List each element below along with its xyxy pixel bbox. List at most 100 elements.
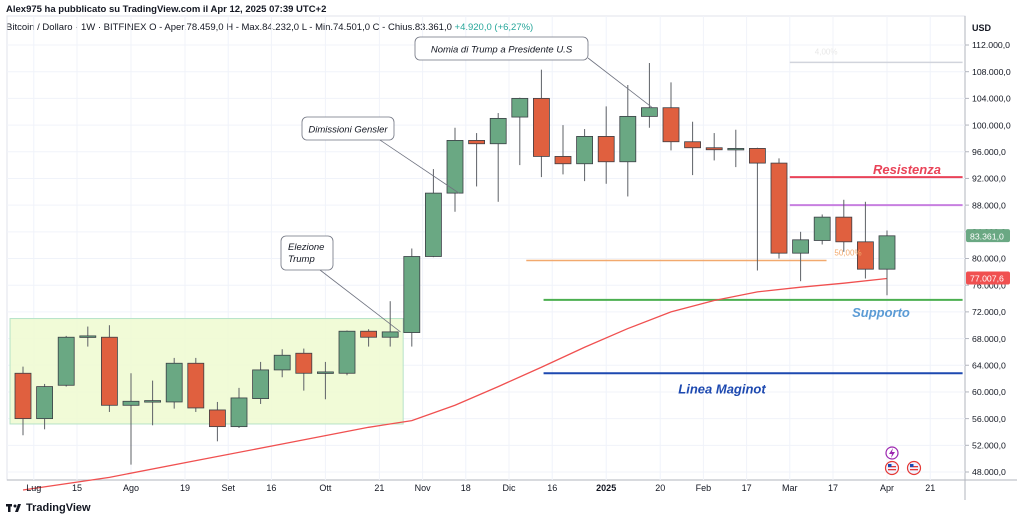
candle-body bbox=[749, 148, 766, 164]
tradingview-logo-icon bbox=[6, 504, 21, 512]
x-tick-label: 21 bbox=[374, 483, 384, 493]
us-flag-stripe-icon bbox=[888, 469, 896, 471]
candle-body bbox=[122, 400, 140, 406]
y-tick-label: 52.000,0 bbox=[972, 441, 1006, 451]
candle-body bbox=[597, 136, 615, 163]
callout-text: Nomia di Trump a Presidente U.S bbox=[431, 45, 573, 56]
x-tick-label: Nov bbox=[415, 483, 432, 493]
x-tick-label: 2025 bbox=[596, 483, 616, 493]
candle-body bbox=[316, 371, 334, 374]
candle-body bbox=[57, 336, 75, 386]
us-flag-icon bbox=[884, 460, 900, 476]
callout-pointer bbox=[379, 139, 460, 194]
footer-brand[interactable]: TradingView bbox=[6, 502, 91, 514]
consolidation-zone bbox=[9, 318, 404, 425]
candle-body bbox=[619, 115, 637, 163]
candle-body bbox=[576, 136, 593, 165]
callout-pointer bbox=[587, 57, 653, 109]
us-flag-icon bbox=[906, 460, 922, 476]
support-label: Supporto bbox=[852, 305, 910, 320]
candle-body bbox=[360, 330, 378, 338]
symbol-ohlc-line: Bitcoin / Dollaro · 1W · BITFINEX O - Ap… bbox=[6, 22, 533, 33]
candle-body bbox=[489, 117, 507, 145]
lightning-glyph-icon bbox=[889, 448, 895, 458]
x-tick-label: Apr bbox=[880, 483, 894, 493]
last-price-badge bbox=[966, 229, 1010, 243]
candle-body bbox=[403, 256, 421, 333]
candle-body bbox=[230, 397, 248, 428]
us-flag-canton-icon bbox=[910, 464, 914, 467]
y-tick-label: 100.000,0 bbox=[972, 120, 1011, 130]
ma-price-label: 77.007,6 bbox=[970, 274, 1004, 284]
callout-text: Trump bbox=[288, 254, 315, 265]
x-tick-label: Ott bbox=[319, 483, 332, 493]
us-flag-canton-icon bbox=[888, 464, 892, 467]
fib-label: 50,00% bbox=[834, 249, 861, 258]
candle-body bbox=[641, 107, 658, 117]
faint-level-label: 4,00% bbox=[815, 47, 838, 56]
candle-body bbox=[554, 156, 572, 165]
x-tick-label: Lug bbox=[26, 483, 41, 493]
candle-body bbox=[36, 386, 53, 420]
candle-body bbox=[101, 336, 118, 406]
us-flag-stripe-icon bbox=[888, 466, 896, 468]
ohlc-open: O - Aper.78.459,0 bbox=[149, 22, 224, 33]
ohlc-low: L - Min.74.501,0 bbox=[301, 22, 371, 33]
callout-box bbox=[414, 36, 589, 61]
tradingview-brand: TradingView bbox=[26, 502, 91, 514]
y-tick-label: 112.000,0 bbox=[972, 40, 1010, 50]
candle-body bbox=[338, 330, 356, 374]
y-tick-label: 72.000,0 bbox=[972, 307, 1006, 317]
maginot-label: Linea Maginot bbox=[678, 381, 766, 396]
y-tick-label: 96.000,0 bbox=[972, 147, 1006, 157]
y-tick-label: 60.000,0 bbox=[972, 387, 1006, 397]
candle-body bbox=[727, 148, 745, 151]
us-flag-stripe-icon bbox=[910, 469, 918, 471]
y-tick-label: 64.000,0 bbox=[972, 360, 1006, 370]
price-change: +4.920,0 (+6,27%) bbox=[454, 22, 534, 33]
callout-box bbox=[301, 116, 395, 141]
y-tick-label: 76.000,0 bbox=[972, 280, 1006, 290]
candle-body bbox=[662, 107, 680, 143]
x-tick-label: Feb bbox=[696, 483, 712, 493]
x-tick-label: 21 bbox=[925, 483, 935, 493]
candle-body bbox=[770, 162, 788, 254]
ma-price-badge bbox=[966, 271, 1010, 285]
candle-body bbox=[446, 140, 464, 194]
y-tick-label: 104.000,0 bbox=[972, 94, 1011, 104]
callout-text: Dimissioni Gensler bbox=[308, 125, 388, 136]
candle-body bbox=[835, 216, 853, 243]
x-tick-label: Mar bbox=[782, 483, 798, 493]
x-tick-label: Set bbox=[221, 483, 235, 493]
y-tick-label: 88.000,0 bbox=[972, 200, 1006, 210]
candle-body bbox=[208, 409, 226, 428]
candle-body bbox=[187, 362, 205, 409]
x-tick-label: 18 bbox=[461, 483, 471, 493]
currency-label: USD bbox=[972, 23, 992, 33]
moving-average-line bbox=[22, 277, 888, 491]
y-tick-label: 108.000,0 bbox=[972, 67, 1011, 77]
ohlc-high: H - Max.84.232,0 bbox=[226, 22, 300, 33]
candle-body bbox=[295, 352, 313, 374]
x-tick-label: 16 bbox=[547, 483, 557, 493]
candle-body bbox=[144, 400, 162, 403]
resistance-label: Resistenza bbox=[873, 162, 941, 177]
y-tick-label: 48.000,0 bbox=[972, 467, 1006, 477]
candle-body bbox=[252, 369, 270, 400]
last-price-label: 83.361,0 bbox=[970, 231, 1004, 241]
callout-box bbox=[280, 235, 334, 271]
x-tick-label: 15 bbox=[72, 483, 82, 493]
candle-body bbox=[878, 235, 896, 270]
us-flag-stripe-icon bbox=[910, 466, 918, 468]
x-tick-label: 17 bbox=[742, 483, 752, 493]
y-tick-label: 68.000,0 bbox=[972, 334, 1006, 344]
candle-body bbox=[533, 97, 550, 157]
publisher-line: Alex975 ha pubblicato su TradingView.com… bbox=[6, 4, 327, 15]
y-tick-label: 92.000,0 bbox=[972, 174, 1006, 184]
candle-body bbox=[165, 362, 183, 403]
candle-body bbox=[381, 331, 399, 338]
candle-body bbox=[468, 140, 486, 145]
x-tick-label: Dic bbox=[503, 483, 516, 493]
y-tick-label: 56.000,0 bbox=[972, 414, 1006, 424]
